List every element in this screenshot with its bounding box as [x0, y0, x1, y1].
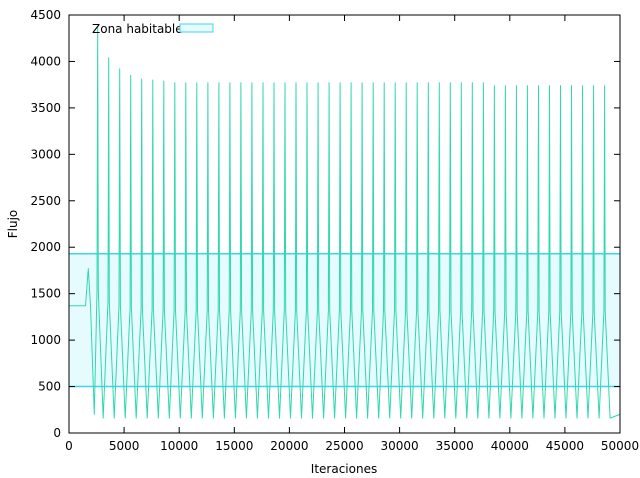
y-tick-label: 0: [53, 426, 61, 440]
x-tick-label: 5000: [109, 439, 140, 453]
x-tick-label: 20000: [270, 439, 308, 453]
x-tick-label: 25000: [325, 439, 363, 453]
y-tick-label: 1000: [30, 333, 61, 347]
flux-series-line: [69, 26, 621, 419]
legend: Zona habitable: [92, 22, 214, 36]
x-tick-label: 45000: [546, 439, 584, 453]
x-tick-label: 30000: [381, 439, 419, 453]
x-tick-label: 10000: [160, 439, 198, 453]
legend-swatch: [179, 23, 214, 33]
y-tick-label: 3000: [30, 147, 61, 161]
x-tick-label: 50000: [601, 439, 639, 453]
x-axis-title: Iteraciones: [311, 462, 377, 476]
ticks-layer: 0 5000 10000 15000 20000 25000 30000 35000 40000…: [30, 8, 639, 453]
y-tick-label: 1500: [30, 287, 61, 301]
x-tick-label: 15000: [215, 439, 253, 453]
y-axis-title: Flujo: [6, 210, 20, 239]
x-tick-label: 40000: [491, 439, 529, 453]
series-layer: [69, 26, 621, 419]
x-tick-label: 0: [65, 439, 73, 453]
y-tick-label: 4500: [30, 8, 61, 22]
y-tick-label: 500: [38, 380, 61, 394]
legend-label: Zona habitable: [92, 22, 183, 36]
x-tick-label: 35000: [436, 439, 474, 453]
y-tick-label: 2000: [30, 240, 61, 254]
y-tick-label: 4000: [30, 54, 61, 68]
y-tick-label: 2500: [30, 194, 61, 208]
y-tick-label: 3500: [30, 101, 61, 115]
